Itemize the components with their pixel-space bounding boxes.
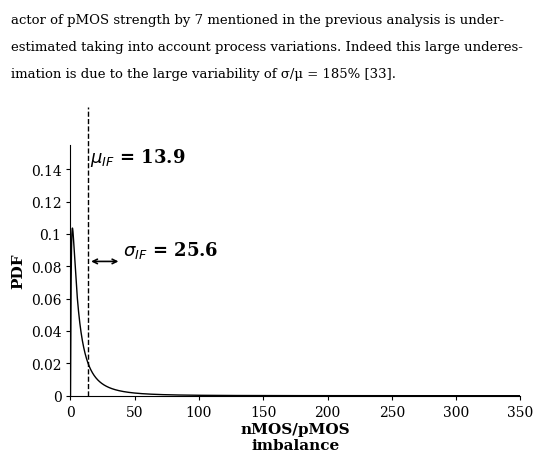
Y-axis label: PDF: PDF — [11, 253, 25, 288]
Text: actor of pMOS strength by 7 mentioned in the previous analysis is under-: actor of pMOS strength by 7 mentioned in… — [11, 14, 504, 27]
X-axis label: nMOS/pMOS
imbalance: nMOS/pMOS imbalance — [241, 422, 350, 452]
Text: $\sigma_{IF}$ = 25.6: $\sigma_{IF}$ = 25.6 — [123, 239, 218, 260]
Text: estimated taking into account process variations. Indeed this large underes-: estimated taking into account process va… — [11, 41, 522, 54]
Text: $\mu_{IF}$ = 13.9: $\mu_{IF}$ = 13.9 — [91, 147, 186, 169]
Text: imation is due to the large variability of σ/μ = 185% [33].: imation is due to the large variability … — [11, 68, 396, 81]
